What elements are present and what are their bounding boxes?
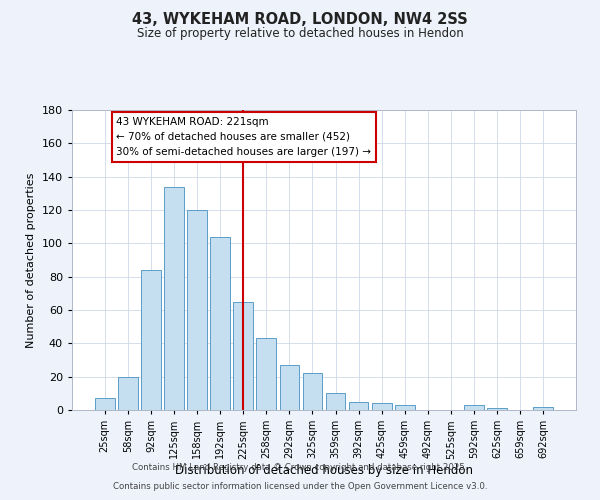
Bar [280,365,299,410]
Bar [487,408,507,410]
Text: Contains public sector information licensed under the Open Government Licence v3: Contains public sector information licen… [113,482,487,491]
Bar [372,404,392,410]
X-axis label: Distribution of detached houses by size in Hendon: Distribution of detached houses by size … [175,464,473,477]
Y-axis label: Number of detached properties: Number of detached properties [26,172,36,348]
Bar [141,270,161,410]
Bar [233,302,253,410]
Bar [395,405,415,410]
Text: 43, WYKEHAM ROAD, LONDON, NW4 2SS: 43, WYKEHAM ROAD, LONDON, NW4 2SS [132,12,468,28]
Bar [302,374,322,410]
Text: Size of property relative to detached houses in Hendon: Size of property relative to detached ho… [137,28,463,40]
Bar [256,338,276,410]
Bar [95,398,115,410]
Bar [164,186,184,410]
Text: 43 WYKEHAM ROAD: 221sqm
← 70% of detached houses are smaller (452)
30% of semi-d: 43 WYKEHAM ROAD: 221sqm ← 70% of detache… [116,116,371,157]
Bar [464,405,484,410]
Bar [533,406,553,410]
Bar [211,236,230,410]
Bar [326,394,346,410]
Bar [187,210,207,410]
Text: Contains HM Land Registry data © Crown copyright and database right 2025.: Contains HM Land Registry data © Crown c… [132,464,468,472]
Bar [118,376,137,410]
Bar [349,402,368,410]
